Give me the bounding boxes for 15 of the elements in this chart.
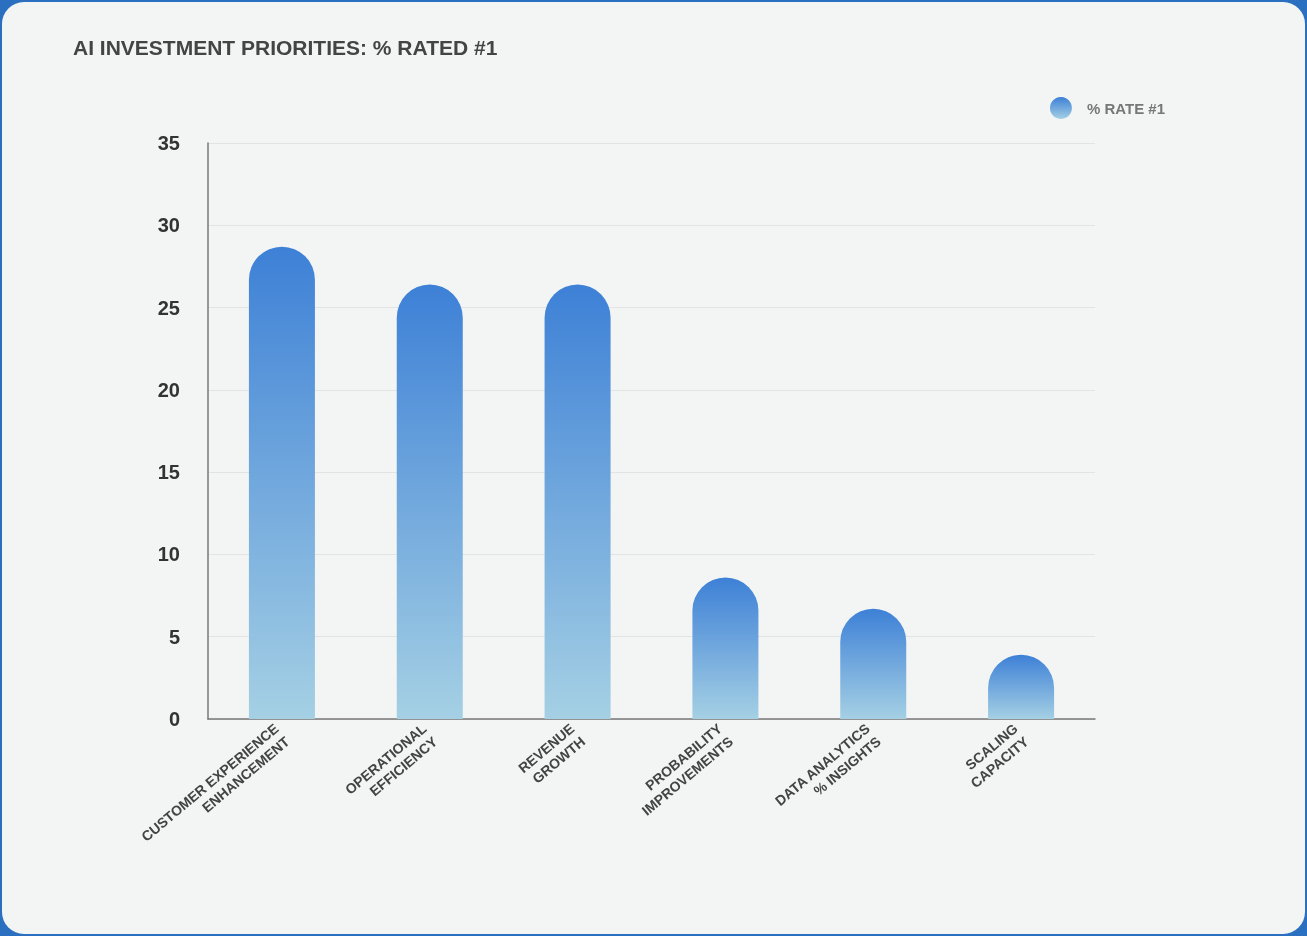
y-tick-label: 20 xyxy=(157,378,180,401)
y-tick-label: 0 xyxy=(168,708,180,730)
bar xyxy=(396,284,463,719)
chart-title: AI INVESTMENT PRIORITIES: % RATED #1 xyxy=(73,36,498,59)
y-tick-label: 25 xyxy=(157,296,180,319)
y-tick-label: 35 xyxy=(157,132,180,154)
y-tick-label: 30 xyxy=(157,214,180,237)
bar xyxy=(544,284,611,719)
bar xyxy=(692,577,759,719)
y-tick-label: 5 xyxy=(168,625,180,648)
legend-label: % RATE #1 xyxy=(1086,99,1165,117)
bar xyxy=(248,246,315,719)
y-tick-label: 15 xyxy=(157,461,180,484)
bar xyxy=(840,608,907,719)
y-tick-label: 10 xyxy=(157,543,180,566)
